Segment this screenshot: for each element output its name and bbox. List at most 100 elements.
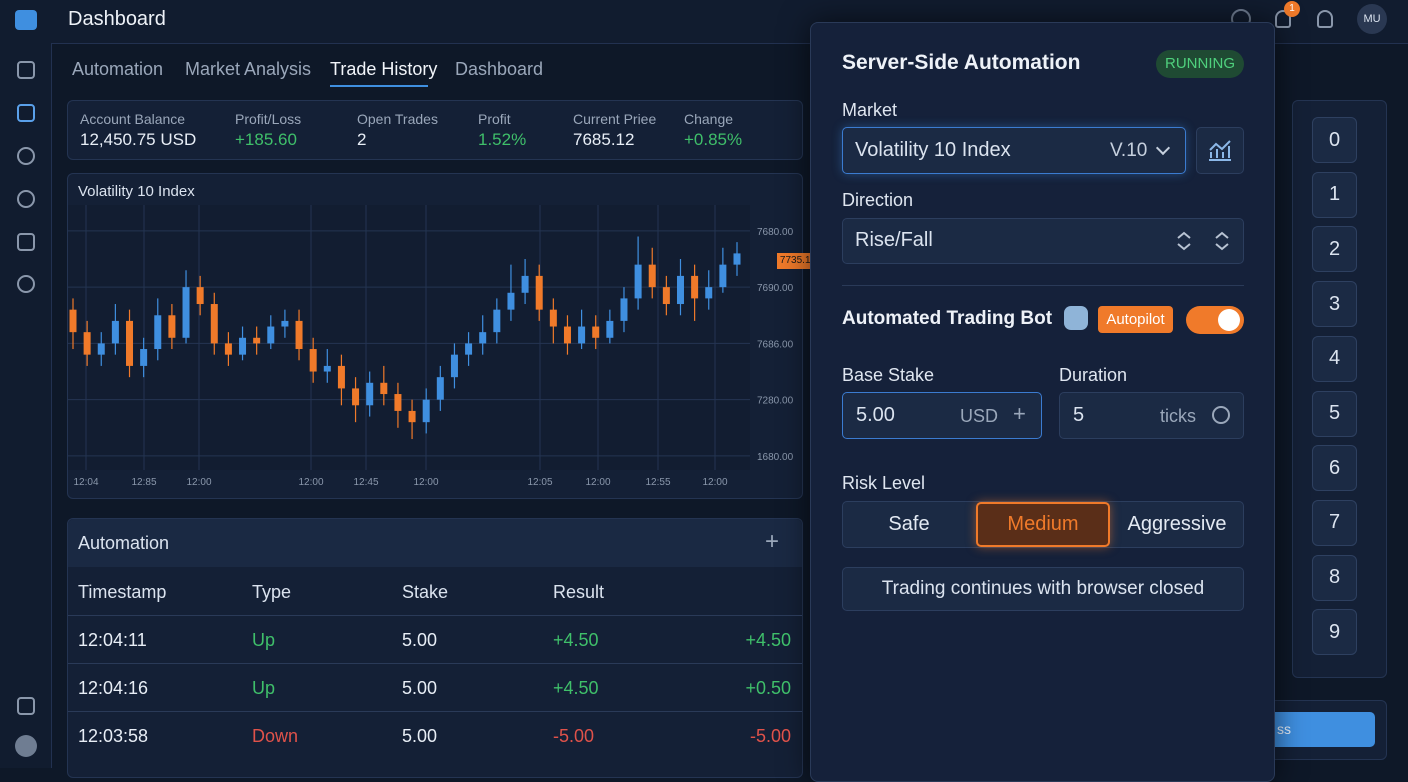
table-cell: -5.00: [553, 726, 595, 746]
bottom-button[interactable]: ss: [1262, 712, 1375, 747]
candle-body: [465, 343, 473, 355]
stat-label: Change: [684, 111, 734, 127]
logout-icon[interactable]: [17, 697, 35, 715]
market-code: V.10: [1110, 140, 1148, 161]
tab[interactable]: Market Analysis: [185, 59, 312, 79]
numpad-key[interactable]: 2: [1312, 226, 1357, 273]
avatar[interactable]: MU: [1357, 4, 1387, 34]
logo[interactable]: [15, 10, 37, 30]
candle-body: [507, 292, 515, 310]
candle-body: [309, 349, 317, 372]
column-header: Stake: [402, 582, 449, 602]
chart-button[interactable]: [1196, 127, 1244, 174]
stat-label: Current Priee: [573, 111, 657, 127]
numpad-key[interactable]: 7: [1312, 499, 1357, 546]
x-tick-label: 12:00: [585, 477, 610, 488]
candle-body: [352, 388, 360, 406]
market-label: Market: [842, 100, 898, 120]
y-tick-label: 1680.00: [757, 452, 794, 463]
autopilot-badge: Autopilot: [1098, 306, 1173, 333]
numpad-key[interactable]: 9: [1312, 609, 1357, 656]
note-box: Trading continues with browser closed: [842, 567, 1244, 611]
tab[interactable]: Dashboard: [455, 59, 544, 79]
numpad-key[interactable]: 8: [1312, 554, 1357, 601]
candle-body: [521, 275, 529, 293]
numpad-key[interactable]: 0: [1312, 117, 1357, 163]
bot-label: Automated Trading Bot: [842, 308, 1053, 329]
calendar-icon[interactable]: [17, 233, 35, 251]
candle-body: [450, 354, 458, 378]
numpad-key[interactable]: 5: [1312, 390, 1357, 437]
direction-select[interactable]: [842, 218, 1244, 264]
numpad-key[interactable]: 1: [1312, 171, 1357, 218]
direction-value: Rise/Fall: [855, 229, 933, 251]
stake-plus[interactable]: +: [1013, 401, 1026, 426]
risk-option[interactable]: Aggressive: [1127, 513, 1227, 535]
candle-body: [408, 410, 416, 423]
candle-body: [97, 343, 105, 355]
toggle-knob: [1218, 309, 1240, 331]
divider: [842, 285, 1244, 286]
x-tick-label: 12:04: [73, 477, 98, 488]
table-header-bar: [68, 519, 802, 567]
candle-body: [126, 320, 134, 366]
candle-body: [224, 343, 232, 355]
candle-body: [295, 320, 303, 350]
y-tick-label: 7686.00: [757, 339, 794, 350]
candle-body: [380, 382, 388, 395]
link-icon[interactable]: [17, 190, 35, 208]
tab[interactable]: Trade History: [330, 59, 438, 79]
table-cell: +4.50: [553, 630, 599, 650]
candle-body: [83, 332, 91, 355]
candle-body: [422, 399, 430, 423]
risk-option[interactable]: Safe: [888, 513, 930, 535]
table-cell: 12:04:16: [78, 678, 149, 698]
risk-label: Risk Level: [842, 473, 926, 493]
stake-value: 5.00: [856, 404, 895, 426]
table-cell: +0.50: [745, 678, 791, 698]
header-title: Dashboard: [68, 8, 166, 30]
bell-icon[interactable]: [1317, 10, 1333, 28]
add-button[interactable]: +: [765, 528, 780, 555]
robot-icon: [1064, 306, 1088, 330]
chart-icon[interactable]: [17, 104, 35, 122]
table-cell: Down: [252, 726, 299, 746]
candle-body: [592, 326, 600, 338]
column-header: Timestamp: [78, 582, 167, 602]
duration-unit: ticks: [1160, 406, 1196, 426]
stake-input[interactable]: [842, 392, 1042, 439]
stat-value: 12,450.75 USD: [80, 130, 197, 149]
candle-body: [563, 326, 571, 344]
tab[interactable]: Automation: [72, 59, 164, 79]
candle-body: [733, 253, 741, 265]
candle-body: [535, 275, 543, 310]
candle-body: [705, 287, 713, 299]
candle-body: [606, 320, 614, 338]
risk-option[interactable]: Medium: [976, 502, 1110, 547]
candle-body: [662, 287, 670, 305]
numpad-key[interactable]: 6: [1312, 445, 1357, 492]
candle-body: [69, 309, 77, 333]
table-cell: 12:03:58: [78, 726, 149, 746]
home-icon[interactable]: [17, 61, 35, 79]
candle-body: [168, 315, 176, 338]
numpad-key[interactable]: 4: [1312, 335, 1357, 382]
x-tick-label: 12:00: [186, 477, 211, 488]
analysis-icon[interactable]: [17, 147, 35, 165]
user-icon[interactable]: [15, 735, 37, 757]
table-cell: Up: [252, 630, 276, 650]
numpad-key[interactable]: 3: [1312, 281, 1357, 328]
stat-value: +0.85%: [684, 130, 743, 149]
timer-icon: [1212, 406, 1230, 424]
settings-icon[interactable]: [17, 275, 35, 293]
candle-body: [210, 304, 218, 344]
notification-icon[interactable]: [1275, 10, 1291, 28]
y-tick-label: 7680.00: [757, 227, 794, 238]
stake-unit: USD: [960, 406, 999, 426]
market-select[interactable]: [842, 127, 1186, 174]
candle-body: [239, 337, 247, 355]
price-tag: 7735.10: [777, 253, 819, 269]
column-header: Type: [252, 582, 292, 602]
candle-body: [620, 298, 628, 321]
